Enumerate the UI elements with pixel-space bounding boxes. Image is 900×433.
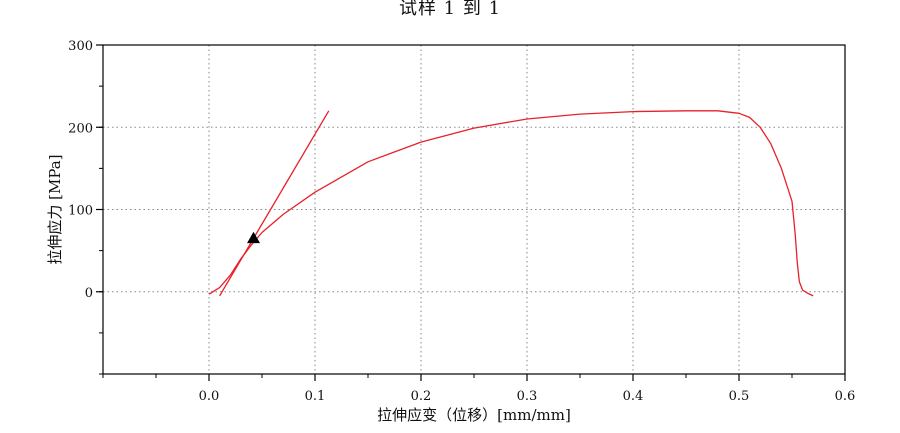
y-tick-label: 100 xyxy=(68,204,93,219)
y-tick-label: 200 xyxy=(68,121,93,136)
marker-group xyxy=(247,231,261,244)
chart-title: 试样 1 到 1 xyxy=(398,0,502,19)
y-axis-label: 拉伸应力 [MPa] xyxy=(46,154,64,264)
modulus-line xyxy=(219,110,330,297)
x-tick-label: 0.2 xyxy=(411,389,432,404)
triangle-marker xyxy=(247,231,261,244)
x-tick-label: 0.0 xyxy=(199,389,220,404)
x-tick-label: 0.6 xyxy=(835,389,856,404)
x-tick-label: 0.4 xyxy=(623,389,644,404)
x-tick-label: 0.1 xyxy=(305,389,326,404)
stress-strain-curve xyxy=(208,110,814,297)
series-group xyxy=(208,110,814,297)
x-tick-label: 0.5 xyxy=(729,389,750,404)
y-tick-label: 300 xyxy=(68,39,93,54)
x-axis-label: 拉伸应变（位移）[mm/mm] xyxy=(377,406,571,424)
y-tick-label: 0 xyxy=(85,286,93,301)
grid xyxy=(103,45,845,374)
axis-ticks: 0.0 0.1 0.2 0.3 0.4 0.5 0.6 0 100 200 300 xyxy=(68,39,855,404)
x-tick-label: 0.3 xyxy=(517,389,538,404)
